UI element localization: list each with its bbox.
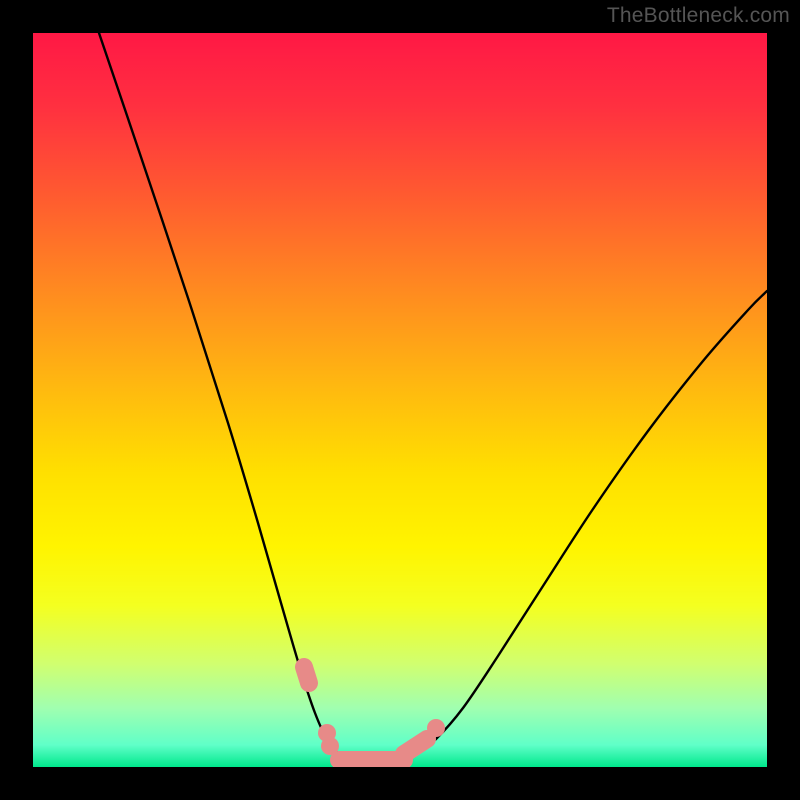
marker-dot [427, 719, 445, 737]
plot-area [33, 33, 767, 767]
marker-pill [404, 739, 427, 754]
data-markers [304, 667, 445, 760]
watermark-text: TheBottleneck.com [607, 4, 790, 28]
marker-pill [304, 667, 309, 683]
markers-layer [33, 33, 767, 767]
